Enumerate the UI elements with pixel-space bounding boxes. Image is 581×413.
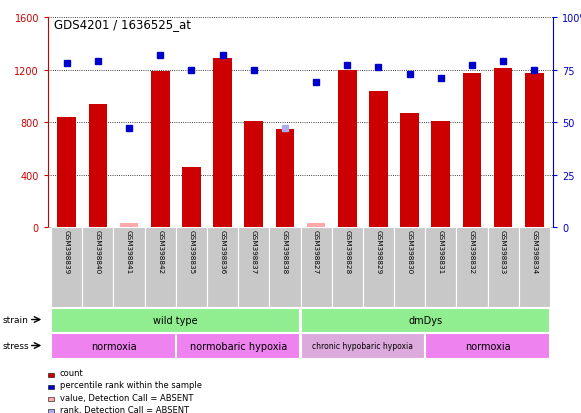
Text: GSM398831: GSM398831 bbox=[437, 230, 444, 274]
Bar bbox=[51, 308, 299, 332]
Text: value, Detection Call = ABSENT: value, Detection Call = ABSENT bbox=[60, 392, 193, 401]
Text: wild type: wild type bbox=[153, 315, 198, 325]
Bar bbox=[245, 121, 263, 228]
Text: GSM398830: GSM398830 bbox=[407, 230, 413, 274]
Bar bbox=[363, 228, 394, 307]
Bar bbox=[88, 104, 107, 228]
Bar bbox=[51, 228, 83, 307]
Text: GSM398840: GSM398840 bbox=[95, 230, 101, 274]
Bar bbox=[176, 228, 207, 307]
Text: GSM398834: GSM398834 bbox=[531, 230, 537, 274]
Text: GDS4201 / 1636525_at: GDS4201 / 1636525_at bbox=[54, 18, 191, 31]
Bar bbox=[238, 228, 270, 307]
Bar bbox=[369, 91, 388, 228]
Bar bbox=[300, 308, 548, 332]
Text: dmDys: dmDys bbox=[408, 315, 442, 325]
Text: GSM398838: GSM398838 bbox=[282, 230, 288, 274]
Bar bbox=[456, 228, 487, 307]
Bar bbox=[151, 71, 170, 228]
Bar bbox=[207, 228, 238, 307]
Text: GSM398839: GSM398839 bbox=[64, 230, 70, 274]
Bar bbox=[494, 69, 512, 228]
Text: GSM398829: GSM398829 bbox=[375, 230, 382, 274]
Bar bbox=[332, 228, 363, 307]
Text: normoxia: normoxia bbox=[91, 341, 137, 351]
Bar bbox=[525, 74, 544, 228]
Text: GSM398841: GSM398841 bbox=[126, 230, 132, 274]
Text: GSM398837: GSM398837 bbox=[251, 230, 257, 274]
Text: chronic hypobaric hypoxia: chronic hypobaric hypoxia bbox=[313, 341, 413, 350]
Text: rank, Detection Call = ABSENT: rank, Detection Call = ABSENT bbox=[60, 404, 189, 413]
Bar bbox=[113, 228, 145, 307]
Text: GSM398828: GSM398828 bbox=[345, 230, 350, 274]
Bar bbox=[394, 228, 425, 307]
Text: stress: stress bbox=[2, 341, 29, 350]
Bar bbox=[275, 129, 294, 228]
Bar bbox=[213, 59, 232, 228]
Bar bbox=[400, 114, 419, 228]
Text: GSM398833: GSM398833 bbox=[500, 230, 506, 274]
Text: GSM398835: GSM398835 bbox=[188, 230, 195, 274]
Bar bbox=[432, 121, 450, 228]
Text: GSM398842: GSM398842 bbox=[157, 230, 163, 274]
Bar bbox=[120, 223, 138, 228]
Bar bbox=[307, 223, 325, 228]
Text: GSM398827: GSM398827 bbox=[313, 230, 319, 274]
Bar bbox=[338, 70, 357, 228]
Text: percentile rank within the sample: percentile rank within the sample bbox=[60, 380, 202, 389]
Bar bbox=[176, 333, 299, 358]
Bar bbox=[270, 228, 300, 307]
Bar bbox=[58, 117, 76, 228]
Bar bbox=[425, 228, 456, 307]
Text: normoxia: normoxia bbox=[465, 341, 510, 351]
Text: normobaric hypoxia: normobaric hypoxia bbox=[189, 341, 287, 351]
Text: GSM398832: GSM398832 bbox=[469, 230, 475, 274]
Bar bbox=[425, 333, 548, 358]
Bar bbox=[51, 333, 174, 358]
Bar bbox=[519, 228, 550, 307]
Bar bbox=[145, 228, 176, 307]
Text: count: count bbox=[60, 369, 83, 377]
Bar bbox=[300, 228, 332, 307]
Bar bbox=[462, 74, 481, 228]
Bar bbox=[487, 228, 519, 307]
Bar bbox=[300, 333, 424, 358]
Text: strain: strain bbox=[2, 315, 28, 324]
Bar bbox=[182, 167, 201, 228]
Bar bbox=[83, 228, 113, 307]
Text: GSM398836: GSM398836 bbox=[220, 230, 225, 274]
